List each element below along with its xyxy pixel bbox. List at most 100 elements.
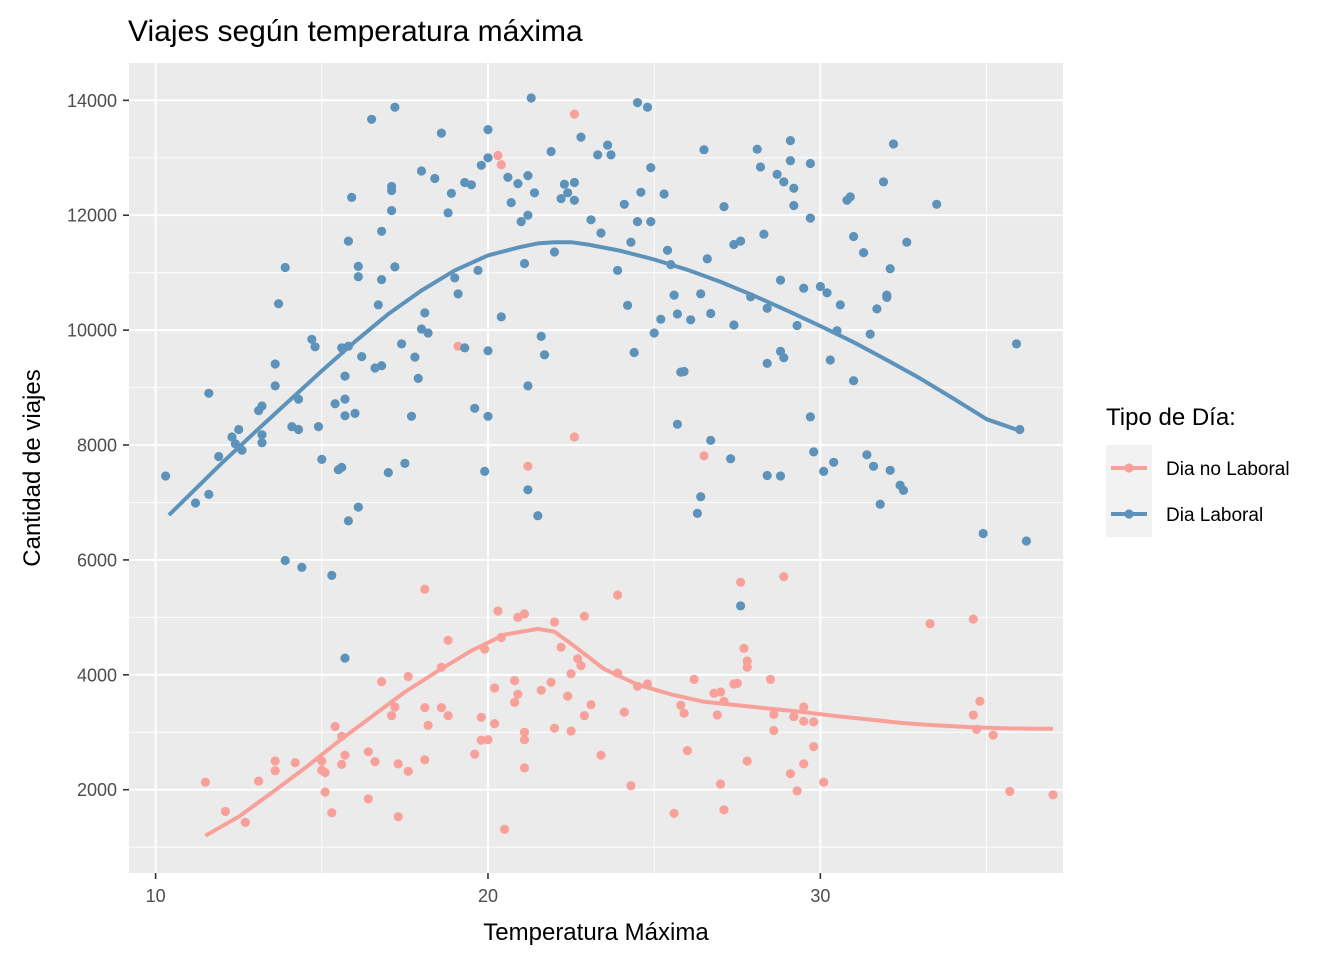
- point-dia-laboral: [569, 195, 580, 205]
- point-dia-laboral: [387, 206, 397, 216]
- point-dia-laboral: [410, 352, 420, 362]
- point-dia-laboral: [642, 102, 653, 112]
- point-dia-laboral: [632, 217, 643, 227]
- trend-lines: [167, 240, 1053, 838]
- point-dia-laboral: [606, 150, 616, 160]
- point-dia-laboral: [523, 485, 533, 495]
- point-dia-laboral: [978, 528, 988, 539]
- legend-item-dia-no-laboral: Dia no Laboral: [1106, 445, 1290, 491]
- point-dia-laboral: [646, 163, 656, 173]
- point-dia-no-laboral: [819, 777, 829, 787]
- point-dia-no-laboral: [423, 720, 433, 731]
- point-dia-laboral: [397, 339, 407, 349]
- point-dia-laboral: [762, 303, 772, 313]
- point-dia-laboral: [280, 555, 290, 566]
- point-dia-laboral: [819, 466, 829, 476]
- point-dia-laboral: [603, 140, 613, 150]
- point-dia-no-laboral: [493, 150, 503, 161]
- point-dia-laboral: [519, 258, 530, 269]
- point-dia-no-laboral: [779, 572, 789, 582]
- point-dia-no-laboral: [320, 767, 330, 778]
- point-dia-laboral: [353, 502, 363, 512]
- point-dia-no-laboral: [716, 779, 726, 789]
- y-tick-label: 10000: [67, 321, 117, 341]
- point-dia-laboral: [307, 334, 317, 344]
- point-dia-laboral: [350, 408, 360, 418]
- point-dia-no-laboral: [626, 781, 636, 791]
- point-dia-laboral: [443, 208, 453, 218]
- point-dia-laboral: [480, 466, 490, 476]
- point-dia-no-laboral: [799, 716, 809, 726]
- point-dia-no-laboral: [327, 808, 337, 818]
- point-dia-laboral: [446, 188, 456, 198]
- point-dia-laboral: [696, 492, 706, 502]
- point-dia-no-laboral: [809, 717, 819, 727]
- point-dia-no-laboral: [436, 703, 446, 713]
- point-dia-laboral: [659, 189, 669, 199]
- point-dia-no-laboral: [742, 656, 752, 666]
- point-dia-laboral: [473, 265, 483, 275]
- trend-line-dia-no-laboral: [204, 626, 1053, 838]
- point-dia-no-laboral: [739, 643, 749, 654]
- point-dia-no-laboral: [799, 702, 809, 712]
- point-dia-no-laboral: [420, 584, 430, 594]
- point-dia-no-laboral: [483, 735, 493, 745]
- point-dia-laboral: [483, 153, 493, 163]
- point-dia-laboral: [416, 324, 427, 334]
- point-dia-no-laboral: [765, 674, 776, 685]
- point-dia-laboral: [845, 192, 855, 202]
- point-dia-no-laboral: [689, 674, 699, 685]
- plot-panel: [129, 63, 1063, 873]
- legend-key-point: [1124, 509, 1134, 519]
- point-dia-no-laboral: [742, 756, 752, 766]
- point-dia-no-laboral: [490, 719, 500, 729]
- data-points: [161, 93, 1058, 834]
- y-tick-label: 8000: [77, 436, 117, 456]
- point-dia-laboral: [822, 288, 832, 298]
- point-dia-no-laboral: [968, 614, 978, 624]
- point-dia-laboral: [483, 125, 493, 135]
- point-dia-laboral: [347, 192, 357, 202]
- point-dia-laboral: [772, 169, 782, 179]
- point-dia-laboral: [297, 562, 307, 573]
- point-dia-no-laboral: [988, 730, 998, 740]
- point-dia-laboral: [453, 289, 463, 299]
- point-dia-laboral: [556, 194, 566, 204]
- point-dia-laboral: [792, 320, 802, 331]
- point-dia-laboral: [646, 217, 656, 227]
- point-dia-laboral: [383, 468, 393, 478]
- point-dia-laboral: [762, 358, 772, 368]
- point-dia-no-laboral: [420, 703, 430, 713]
- point-dia-laboral: [337, 462, 347, 472]
- point-dia-no-laboral: [719, 805, 729, 815]
- point-dia-laboral: [729, 320, 739, 330]
- point-dia-laboral: [672, 419, 683, 429]
- point-dia-laboral: [406, 411, 417, 421]
- y-tick-label: 4000: [77, 665, 117, 685]
- chart-title: Viajes según temperatura máxima: [128, 15, 583, 48]
- point-dia-laboral: [785, 136, 796, 146]
- point-dia-laboral: [868, 461, 879, 471]
- point-dia-no-laboral: [579, 611, 590, 621]
- point-dia-laboral: [825, 355, 835, 365]
- point-dia-no-laboral: [443, 711, 453, 721]
- point-dia-laboral: [785, 156, 796, 166]
- point-dia-laboral: [862, 450, 872, 460]
- point-dia-laboral: [353, 261, 363, 271]
- point-dia-no-laboral: [769, 709, 779, 720]
- point-dia-no-laboral: [769, 725, 779, 736]
- point-dia-laboral: [779, 353, 789, 363]
- point-dia-laboral: [835, 300, 845, 310]
- point-dia-laboral: [460, 343, 470, 353]
- point-dia-laboral: [596, 228, 606, 238]
- point-dia-no-laboral: [736, 577, 746, 587]
- point-dia-no-laboral: [1048, 790, 1058, 800]
- point-dia-laboral: [1021, 536, 1031, 546]
- point-dia-laboral: [293, 424, 304, 435]
- point-dia-no-laboral: [403, 671, 413, 682]
- point-dia-laboral: [799, 283, 809, 293]
- point-dia-laboral: [483, 346, 493, 356]
- point-dia-laboral: [423, 328, 433, 338]
